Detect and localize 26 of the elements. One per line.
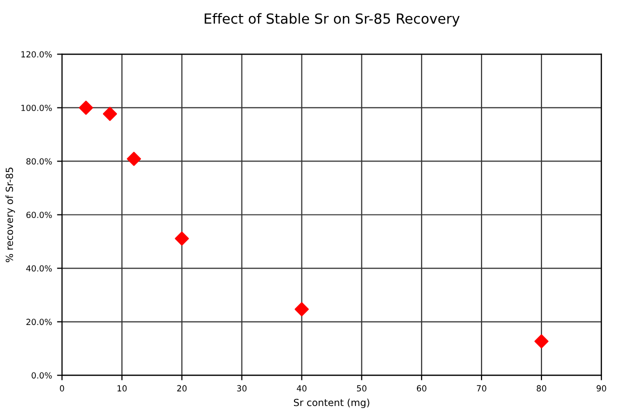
chart-title: Effect of Stable Sr on Sr-85 Recovery <box>204 13 460 27</box>
y-tick-label: 40.0% <box>26 265 52 272</box>
x-tick-label: 20 <box>177 385 187 392</box>
point <box>294 302 309 316</box>
x-tick-label: 40 <box>296 385 306 392</box>
y-tick-label: 60.0% <box>26 212 52 218</box>
x-tick-label: 30 <box>237 385 247 392</box>
point <box>102 106 118 121</box>
y-tick-label: 80.0% <box>26 158 52 165</box>
x-tick-label: 90 <box>596 385 606 392</box>
y-tick-label: 120.0% <box>21 51 52 58</box>
x-axis-title: Sr content (mg) <box>294 398 370 408</box>
x-tick-label: 0 <box>60 385 64 392</box>
y-tick-label: 0.0% <box>32 372 52 379</box>
point <box>78 100 94 115</box>
x-tick-label: 80 <box>536 385 546 392</box>
y-tick-label: 20.0% <box>26 318 52 326</box>
y-axis-title: % recovery of Sr-85 <box>6 168 15 262</box>
point <box>534 334 549 348</box>
point <box>174 232 189 246</box>
y-tick-label: 100.0% <box>21 104 52 112</box>
x-tick-label: 10 <box>118 385 127 392</box>
x-tick-label: 50 <box>357 385 366 392</box>
x-tick-label: 60 <box>416 385 426 392</box>
x-tick-label: 70 <box>476 385 486 392</box>
point <box>126 152 141 166</box>
